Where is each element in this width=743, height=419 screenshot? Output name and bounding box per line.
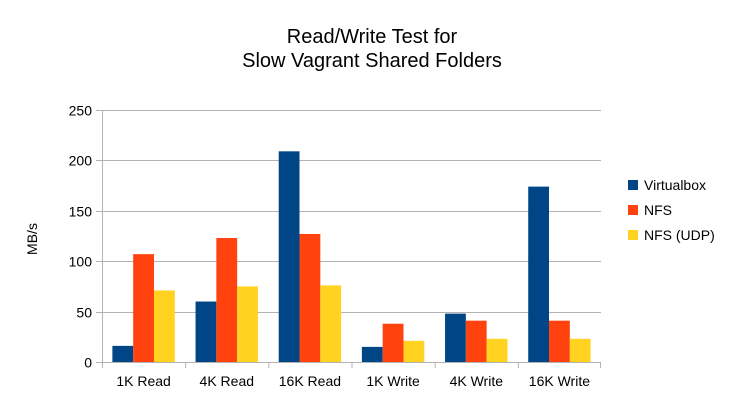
- x-category-label: 1K Write: [366, 373, 420, 389]
- axes: [102, 110, 601, 368]
- y-tick-label: 200: [69, 153, 93, 169]
- bar-nfs-16k-read: [299, 233, 321, 362]
- x-category-label: 16K Read: [279, 373, 341, 389]
- bar-virtualbox-4k-write: [445, 313, 466, 362]
- y-axis-title: MB/s: [24, 223, 40, 255]
- y-tick-labels: 0 50 100 150 200 250: [69, 103, 93, 371]
- bar-virtualbox-1k-read: [112, 345, 134, 362]
- chart-title-line-1: Read/Write Test for: [287, 26, 458, 48]
- y-tick-label: 150: [69, 204, 93, 220]
- legend-swatch: [628, 205, 638, 215]
- legend-label: Virtualbox: [644, 177, 706, 193]
- bar-nfs-16k-write: [549, 320, 570, 362]
- legend-swatch: [628, 180, 638, 190]
- y-tick-label: 250: [69, 103, 93, 119]
- x-category-label: 4K Write: [450, 373, 504, 389]
- x-category-label: 4K Read: [200, 373, 254, 389]
- bar-nfs-udp-1k-write: [403, 340, 425, 362]
- bar-nfs-1k-read: [133, 254, 154, 362]
- bar-nfs-udp-16k-read: [320, 285, 342, 362]
- bar-nfs-4k-write: [465, 320, 487, 362]
- legend-label: NFS (UDP): [644, 227, 715, 243]
- y-tick-label: 100: [69, 254, 93, 270]
- bar-nfs-4k-read: [216, 238, 238, 362]
- legend: Virtualbox NFS NFS (UDP): [628, 177, 715, 243]
- bar-virtualbox-16k-read: [278, 151, 300, 362]
- bar-nfs-udp-4k-read: [237, 286, 258, 362]
- bar-virtualbox-4k-read: [195, 301, 217, 362]
- bar-nfs-1k-write: [382, 323, 404, 362]
- bar-nfs-udp-4k-write: [486, 338, 508, 362]
- legend-swatch: [628, 230, 638, 240]
- y-tick-label: 50: [76, 305, 92, 321]
- bar-nfs-udp-16k-write: [569, 338, 591, 362]
- x-category-labels: 1K Read 4K Read 16K Read 1K Write 4K Write 16…: [116, 373, 590, 389]
- x-category-label: 1K Read: [116, 373, 170, 389]
- bar-nfs-udp-1k-read: [153, 290, 175, 362]
- legend-label: NFS: [644, 202, 672, 218]
- bars: [112, 151, 591, 362]
- y-tick-label: 0: [84, 355, 92, 371]
- x-category-label: 16K Write: [529, 373, 590, 389]
- grid: [96, 110, 601, 363]
- chart-title: Read/Write Test for Slow Vagrant Shared …: [242, 26, 502, 72]
- bar-virtualbox-1k-write: [361, 346, 383, 362]
- bar-virtualbox-16k-write: [528, 186, 550, 362]
- chart-title-line-2: Slow Vagrant Shared Folders: [242, 50, 502, 72]
